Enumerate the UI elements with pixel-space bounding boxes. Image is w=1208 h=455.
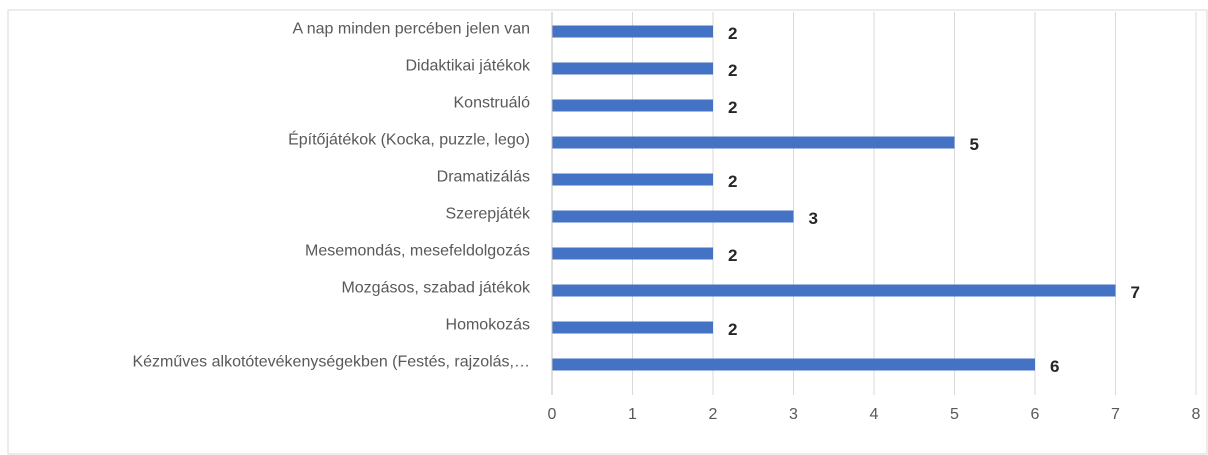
x-tick-label: 8 — [1192, 406, 1201, 423]
y-tick-label: Didaktikai játékok — [406, 58, 532, 75]
bar — [552, 99, 713, 112]
value-label: 6 — [1050, 357, 1059, 376]
bar — [552, 247, 713, 260]
x-tick-label: 1 — [628, 406, 637, 423]
y-tick-label: Mozgásos, szabad játékok — [341, 280, 531, 297]
x-tick-label: 3 — [789, 406, 798, 423]
bar — [552, 25, 713, 38]
y-tick-label: Építőjátékok (Kocka, puzzle, lego) — [288, 130, 530, 149]
x-tick-label: 2 — [709, 406, 718, 423]
value-label: 2 — [728, 320, 737, 339]
bar — [552, 210, 794, 223]
y-tick-label: Kézműves alkotótevékenységekben (Festés,… — [132, 354, 530, 371]
bar — [552, 284, 1116, 297]
x-tick-label: 4 — [870, 406, 879, 423]
y-tick-label: Szerepjáték — [446, 206, 531, 223]
value-label: 2 — [728, 61, 737, 80]
bar — [552, 321, 713, 334]
value-label: 2 — [728, 98, 737, 117]
value-label: 2 — [728, 24, 737, 43]
value-label: 5 — [970, 135, 979, 154]
y-tick-label: Konstruáló — [454, 95, 531, 112]
y-tick-label: Mesemondás, mesefeldolgozás — [305, 243, 530, 260]
value-label: 2 — [728, 246, 737, 265]
chart-frame — [7, 9, 1208, 455]
y-tick-label: A nap minden percében jelen van — [292, 21, 530, 38]
x-tick-label: 5 — [950, 406, 959, 423]
bar — [552, 136, 955, 149]
y-tick-label: Dramatizálás — [437, 169, 530, 186]
bar — [552, 173, 713, 186]
bar — [552, 358, 1035, 371]
x-tick-label: 6 — [1031, 406, 1040, 423]
bar — [552, 62, 713, 75]
x-tick-label: 0 — [548, 406, 557, 423]
value-label: 2 — [728, 172, 737, 191]
x-tick-label: 7 — [1111, 406, 1120, 423]
value-label: 7 — [1131, 283, 1140, 302]
y-tick-label: Homokozás — [446, 317, 530, 334]
value-label: 3 — [809, 209, 818, 228]
